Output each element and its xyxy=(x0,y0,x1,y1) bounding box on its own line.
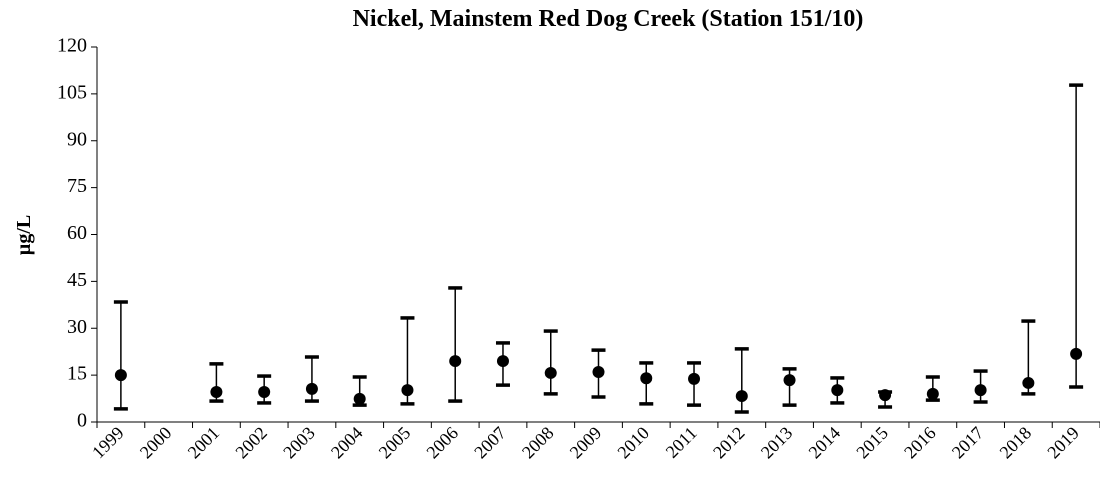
mean-point xyxy=(592,366,605,378)
y-axis-label: µg/L xyxy=(13,215,35,255)
mean-point xyxy=(258,386,271,398)
x-tick-label: 2012 xyxy=(709,423,749,463)
y-tick-label: 45 xyxy=(67,269,87,291)
x-tick-label: 2007 xyxy=(470,423,510,463)
x-tick-label: 2018 xyxy=(996,423,1036,463)
x-tick-label: 2001 xyxy=(184,423,224,463)
mean-point xyxy=(688,372,701,385)
y-tick-label: 60 xyxy=(67,222,87,244)
mean-point xyxy=(305,382,318,395)
mean-point xyxy=(1022,376,1035,389)
x-tick-label: 2004 xyxy=(327,423,367,463)
mean-point xyxy=(735,390,748,403)
mean-point xyxy=(879,389,892,402)
mean-point xyxy=(640,372,653,385)
x-tick-label: 2016 xyxy=(900,423,940,463)
x-tick-label: 2009 xyxy=(566,423,606,463)
mean-point xyxy=(353,392,366,405)
y-tick-label: 75 xyxy=(67,175,87,197)
x-tick-label: 2006 xyxy=(422,423,462,463)
chart-title: Nickel, Mainstem Red Dog Creek (Station … xyxy=(353,6,864,32)
x-tick-label: 2000 xyxy=(136,423,176,463)
mean-point xyxy=(1070,347,1083,360)
x-tick-label: 1999 xyxy=(88,423,128,463)
mean-point xyxy=(926,387,939,400)
x-tick-label: 2019 xyxy=(1043,423,1083,463)
y-tick-label: 30 xyxy=(67,316,87,338)
mean-point xyxy=(974,384,987,397)
mean-point xyxy=(783,374,796,387)
x-tick-label: 2003 xyxy=(279,423,319,463)
y-tick-label: 15 xyxy=(67,363,87,385)
x-tick-label: 2008 xyxy=(518,423,558,463)
y-tick-label: 90 xyxy=(67,128,87,150)
mean-point xyxy=(210,386,223,398)
x-tick-label: 2015 xyxy=(852,423,892,463)
y-tick-label: 120 xyxy=(57,35,87,57)
mean-point xyxy=(831,384,844,397)
mean-point xyxy=(401,384,414,397)
mean-point xyxy=(544,366,557,379)
x-tick-label: 2002 xyxy=(231,423,271,463)
x-tick-label: 2011 xyxy=(662,423,701,462)
mean-point xyxy=(496,355,509,368)
x-tick-label: 2014 xyxy=(805,423,845,463)
mean-point xyxy=(449,355,462,368)
x-tick-label: 2017 xyxy=(948,423,988,463)
x-tick-label: 2005 xyxy=(375,423,415,463)
x-tick-label: 2013 xyxy=(757,423,797,463)
x-tick-label: 2010 xyxy=(613,423,653,463)
y-tick-label: 0 xyxy=(77,410,87,432)
y-tick-label: 105 xyxy=(57,81,87,103)
mean-point xyxy=(114,369,127,382)
